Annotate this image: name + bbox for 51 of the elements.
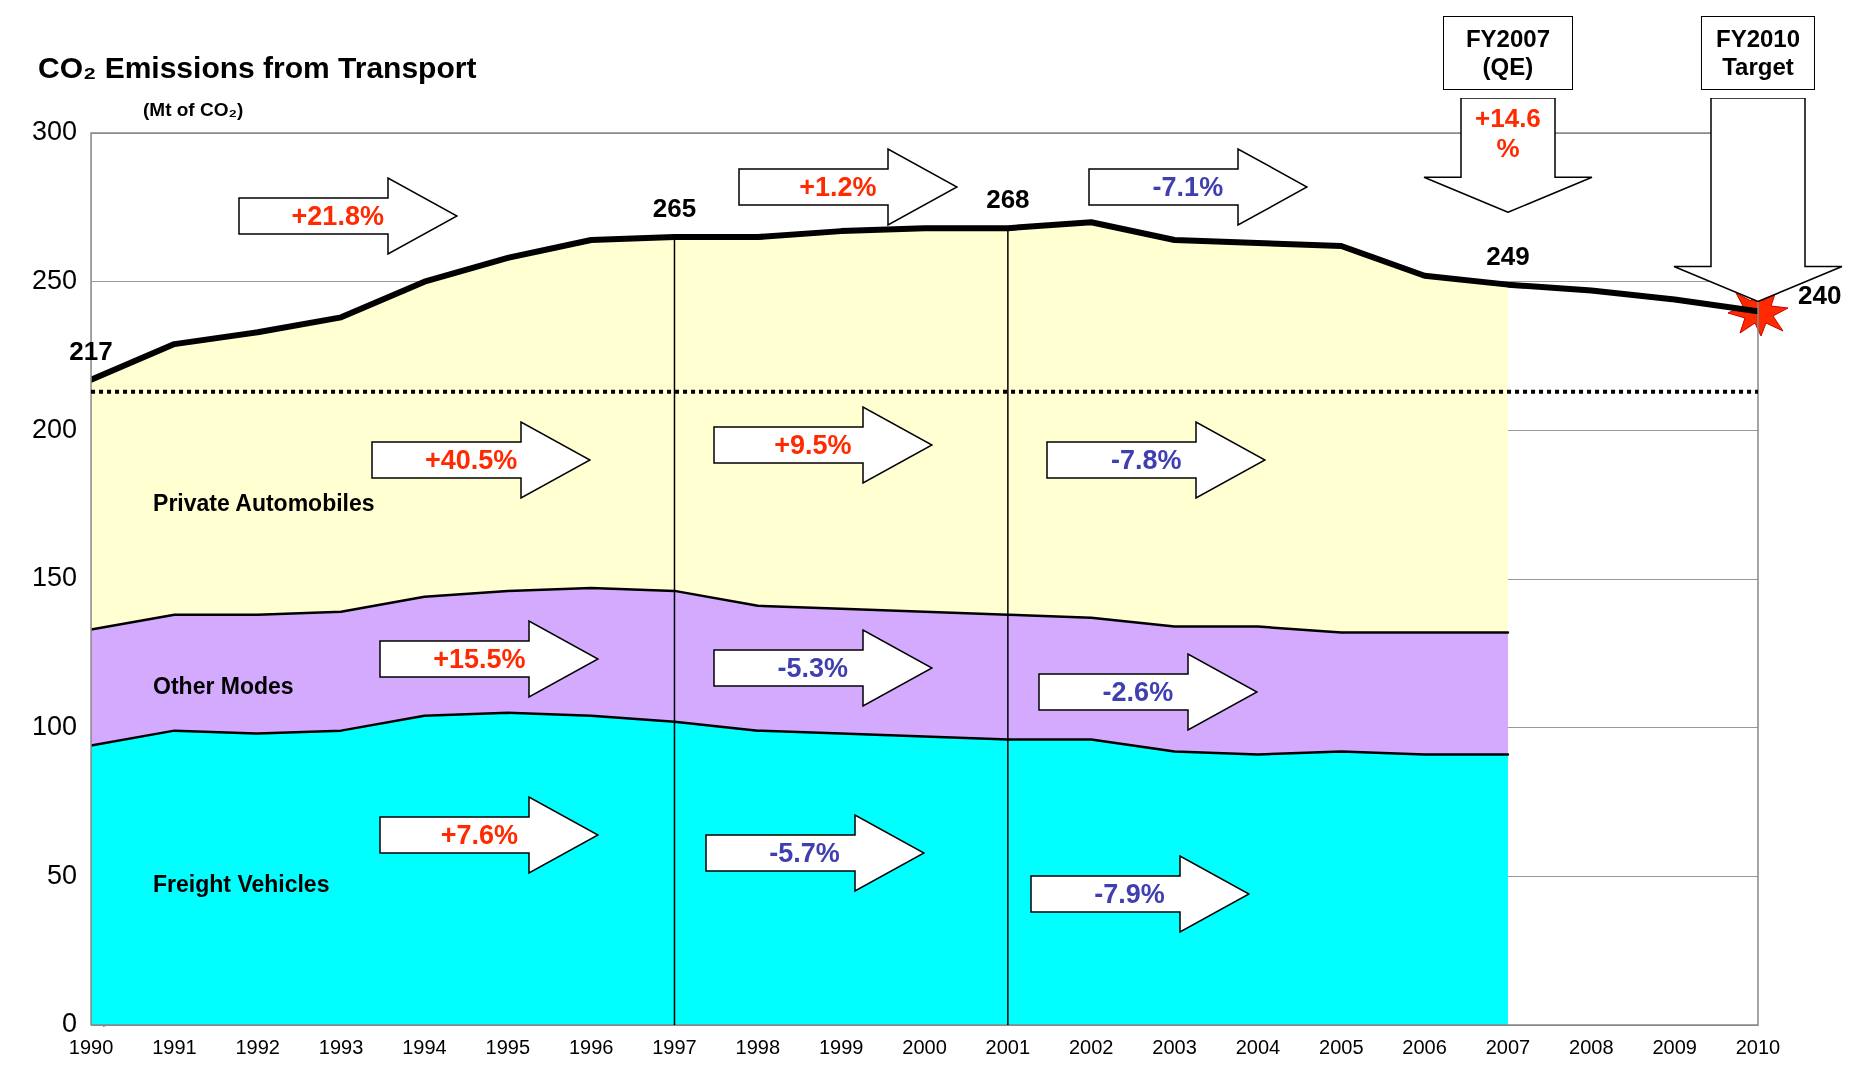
x-tick-label: 1993: [318, 1035, 364, 1058]
annotation: +21.8%: [290, 199, 385, 232]
annotation: -2.6%: [1101, 676, 1175, 709]
y-tick-label: 250: [31, 265, 78, 296]
x-tick-label: 2005: [1319, 1035, 1364, 1058]
x-tick-label: 1992: [235, 1035, 280, 1058]
y-tick-label: 50: [47, 859, 78, 890]
annotation: -7.1%: [1151, 170, 1225, 203]
x-tick-label: 1998: [735, 1035, 781, 1058]
x-tick-label: 1995: [485, 1035, 531, 1058]
y-tick-label: 300: [31, 116, 78, 147]
x-tick-label: 1991: [152, 1035, 197, 1058]
y-tick-label: 100: [31, 711, 78, 742]
y-axis-title: (Mt of CO₂): [143, 99, 244, 120]
x-tick-label: 2001: [985, 1035, 1031, 1058]
annotation: -5.7%: [768, 836, 841, 869]
annotation: -7.8%: [1109, 444, 1183, 477]
y-tick-label: 200: [31, 413, 78, 444]
annotation: +1.2%: [798, 170, 878, 203]
x-tick-label: 2002: [1068, 1035, 1114, 1058]
x-tick-label: 1996: [568, 1035, 614, 1058]
x-tick-label: 2010: [1735, 1035, 1781, 1058]
x-tick-label: 1999: [818, 1035, 864, 1058]
x-tick-label: 2003: [1152, 1035, 1197, 1058]
y-tick-label: 150: [31, 562, 78, 593]
x-tick-label: 2000: [902, 1035, 947, 1058]
data-label: 268: [986, 184, 1030, 215]
data-label: 217: [69, 335, 113, 366]
x-tick-label: 1994: [402, 1035, 447, 1058]
x-tick-label: 2008: [1569, 1035, 1614, 1058]
annotation: -7.9%: [1093, 877, 1166, 910]
annotation: +15.5%: [432, 643, 527, 676]
text: FY2007 (QE): [1442, 16, 1573, 90]
data-label: 249: [1486, 240, 1530, 271]
x-tick-label: 2007: [1485, 1035, 1531, 1058]
data-label: 265: [652, 193, 697, 224]
x-tick-label: 2004: [1235, 1035, 1281, 1058]
x-tick-label: 2006: [1402, 1035, 1447, 1058]
annotation: -5.3%: [776, 652, 850, 685]
annotation: +7.6%: [439, 819, 520, 851]
annotation: +14.6 %: [1474, 103, 1542, 163]
x-tick-label: 2009: [1652, 1035, 1697, 1058]
annotation: +40.5%: [423, 444, 519, 477]
series-label: Freight Vehicles: [153, 870, 330, 897]
series-label: Other Modes: [153, 672, 294, 699]
text: FY2010 Target: [1700, 16, 1816, 90]
series-label: Private Automobiles: [153, 490, 375, 517]
x-tick-label: 1997: [652, 1035, 697, 1058]
annotation: +9.5%: [773, 429, 853, 462]
chart-title: CO₂ Emissions from Transport: [38, 51, 477, 84]
data-label: 240: [1798, 279, 1842, 310]
